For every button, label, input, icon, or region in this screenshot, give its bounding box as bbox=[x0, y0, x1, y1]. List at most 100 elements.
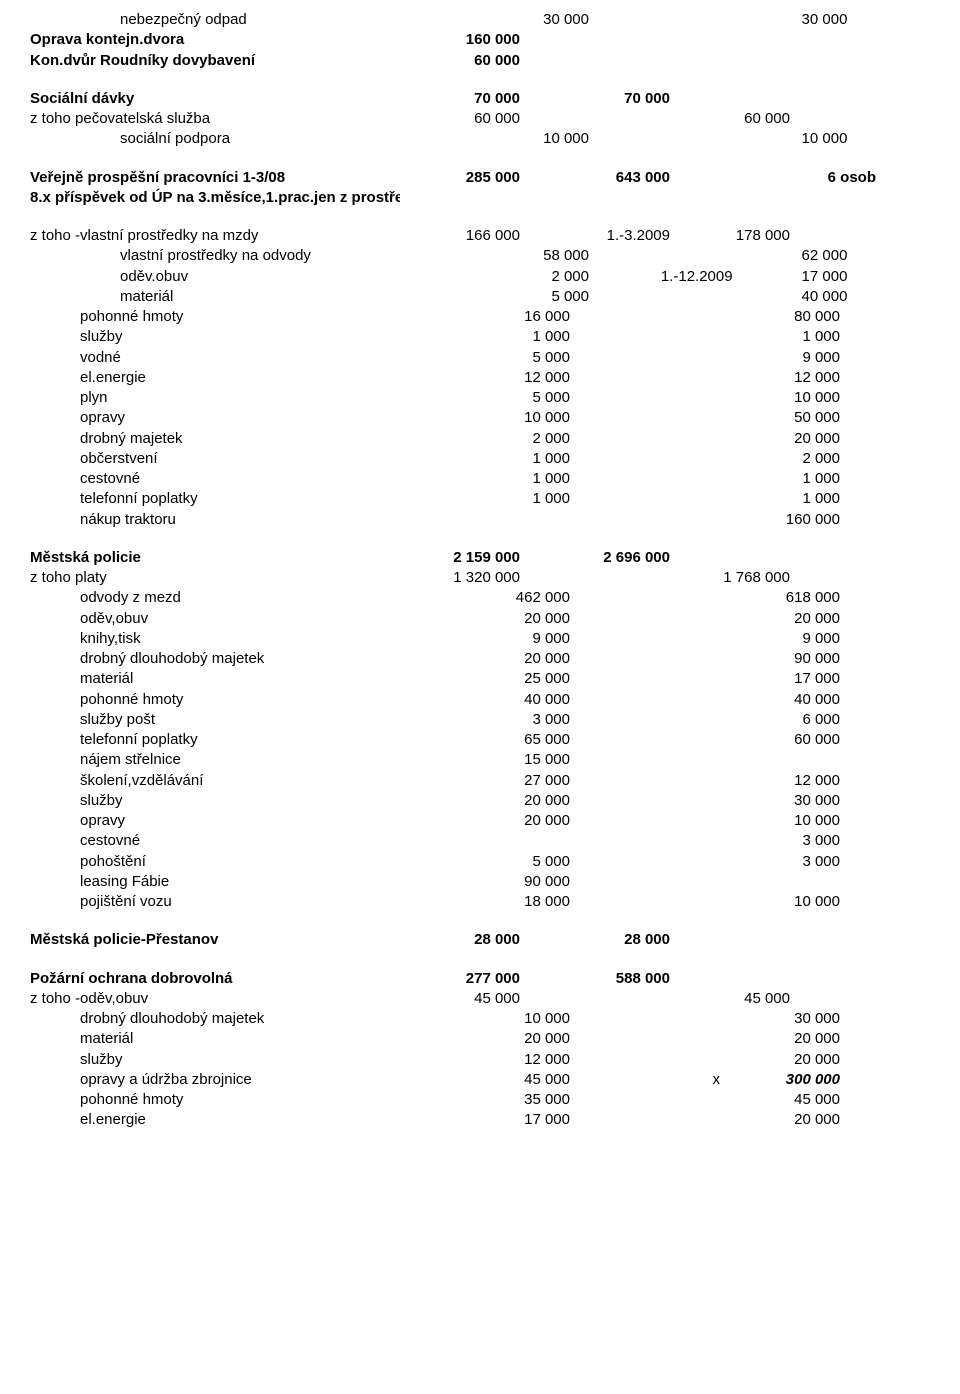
amount-1: 20 000 bbox=[450, 1029, 570, 1049]
row-label: z toho platy bbox=[30, 568, 400, 588]
extra-col bbox=[790, 30, 876, 50]
row-label: el.energie bbox=[30, 368, 450, 388]
budget-row: nákup traktoru 160 000 bbox=[30, 510, 930, 530]
mid-col bbox=[570, 811, 720, 831]
budget-row: telefonní poplatky1 0001 000 bbox=[30, 489, 930, 509]
amount-1: 65 000 bbox=[450, 730, 570, 750]
amount-2 bbox=[670, 51, 790, 71]
amount-2 bbox=[670, 89, 790, 109]
amount-2: 40 000 bbox=[733, 287, 848, 307]
mid-col bbox=[570, 429, 720, 449]
amount-2: 160 000 bbox=[720, 510, 840, 530]
row-label: telefonní poplatky bbox=[30, 730, 450, 750]
extra-col: 6 osob bbox=[790, 168, 876, 188]
mid-col bbox=[570, 1029, 720, 1049]
extra-col bbox=[840, 1090, 926, 1110]
amount-2: 3 000 bbox=[720, 831, 840, 851]
extra-col bbox=[790, 930, 876, 950]
extra-col bbox=[840, 750, 926, 770]
row-label: Oprava kontejn.dvora bbox=[30, 30, 400, 50]
extra-col bbox=[840, 690, 926, 710]
amount-2: 50 000 bbox=[720, 408, 840, 428]
amount-1: 12 000 bbox=[450, 1050, 570, 1070]
row-label: nájem střelnice bbox=[30, 750, 450, 770]
row-label: občerstvení bbox=[30, 449, 450, 469]
extra-col bbox=[840, 791, 926, 811]
row-label: oděv,obuv bbox=[30, 609, 450, 629]
amount-1: 25 000 bbox=[450, 669, 570, 689]
mid-col: 1.-3.2009 bbox=[520, 226, 670, 246]
amount-1 bbox=[400, 188, 520, 208]
budget-row: opravy20 00010 000 bbox=[30, 811, 930, 831]
budget-row: materiál25 00017 000 bbox=[30, 669, 930, 689]
amount-2: 12 000 bbox=[720, 368, 840, 388]
amount-1: 5 000 bbox=[450, 348, 570, 368]
amount-1: 20 000 bbox=[450, 649, 570, 669]
row-label: odvody z mezd bbox=[30, 588, 450, 608]
amount-2: 12 000 bbox=[720, 771, 840, 791]
amount-2: 90 000 bbox=[720, 649, 840, 669]
amount-2: 60 000 bbox=[720, 730, 840, 750]
amount-1: 5 000 bbox=[450, 388, 570, 408]
budget-row: drobný dlouhodobý majetek20 000 90 000 bbox=[30, 649, 930, 669]
row-label: drobný dlouhodobý majetek bbox=[30, 649, 450, 669]
budget-row: služby1 0001 000 bbox=[30, 327, 930, 347]
amount-1: 5 000 bbox=[450, 852, 570, 872]
row-label: Požární ochrana dobrovolná bbox=[30, 969, 400, 989]
extra-col bbox=[847, 287, 930, 307]
mid-col bbox=[570, 730, 720, 750]
amount-2 bbox=[670, 168, 790, 188]
amount-1: 2 000 bbox=[474, 267, 589, 287]
extra-col bbox=[840, 348, 926, 368]
budget-row: plyn5 00010 000 bbox=[30, 388, 930, 408]
budget-row: Městská policie2 159 0002 696 000 bbox=[30, 548, 930, 568]
budget-row: pohoštění5 0003 000 bbox=[30, 852, 930, 872]
mid-col bbox=[570, 1090, 720, 1110]
mid-col bbox=[570, 1050, 720, 1070]
extra-col bbox=[790, 969, 876, 989]
budget-row: materiál5 00040 000 bbox=[30, 287, 930, 307]
amount-1: 30 000 bbox=[474, 10, 589, 30]
mid-col bbox=[520, 568, 670, 588]
budget-row: oděv,obuv20 00020 000 bbox=[30, 609, 930, 629]
mid-col bbox=[570, 307, 720, 327]
amount-1: 1 000 bbox=[450, 489, 570, 509]
page: nebezpečný odpad30 00030 000Oprava konte… bbox=[0, 0, 960, 1161]
mid-col bbox=[570, 852, 720, 872]
row-label: cestovné bbox=[30, 831, 450, 851]
amount-1: 45 000 bbox=[450, 1070, 570, 1090]
extra-col bbox=[847, 10, 930, 30]
row-label: drobný majetek bbox=[30, 429, 450, 449]
amount-2: 10 000 bbox=[733, 129, 848, 149]
row-label: služby bbox=[30, 1050, 450, 1070]
amount-1: 70 000 bbox=[400, 89, 520, 109]
row-label: opravy a údržba zbrojnice bbox=[30, 1070, 450, 1090]
amount-1: 60 000 bbox=[400, 109, 520, 129]
mid-col bbox=[570, 791, 720, 811]
amount-1: 90 000 bbox=[450, 872, 570, 892]
extra-col bbox=[790, 89, 876, 109]
budget-row: Sociální dávky70 00070 000 bbox=[30, 89, 930, 109]
row-label: z toho -vlastní prostředky na mzdy bbox=[30, 226, 400, 246]
budget-row: odvody z mezd462 000618 000 bbox=[30, 588, 930, 608]
mid-col: 588 000 bbox=[520, 969, 670, 989]
amount-1: 18 000 bbox=[450, 892, 570, 912]
mid-col bbox=[570, 489, 720, 509]
row-label: nákup traktoru bbox=[30, 510, 450, 530]
amount-1: 20 000 bbox=[450, 811, 570, 831]
extra-col bbox=[847, 246, 930, 266]
mid-col: 70 000 bbox=[520, 89, 670, 109]
mid-col bbox=[570, 892, 720, 912]
spacer bbox=[30, 530, 930, 548]
extra-col bbox=[790, 109, 876, 129]
row-label: nebezpečný odpad bbox=[30, 10, 474, 30]
extra-col bbox=[840, 811, 926, 831]
budget-row: leasing Fábie90 000 bbox=[30, 872, 930, 892]
budget-row: školení,vzdělávání27 00012 000 bbox=[30, 771, 930, 791]
row-label: služby bbox=[30, 791, 450, 811]
row-label: pohoštění bbox=[30, 852, 450, 872]
amount-2 bbox=[670, 188, 790, 208]
amount-2: 9 000 bbox=[720, 348, 840, 368]
extra-col bbox=[847, 129, 930, 149]
amount-2: 17 000 bbox=[733, 267, 848, 287]
